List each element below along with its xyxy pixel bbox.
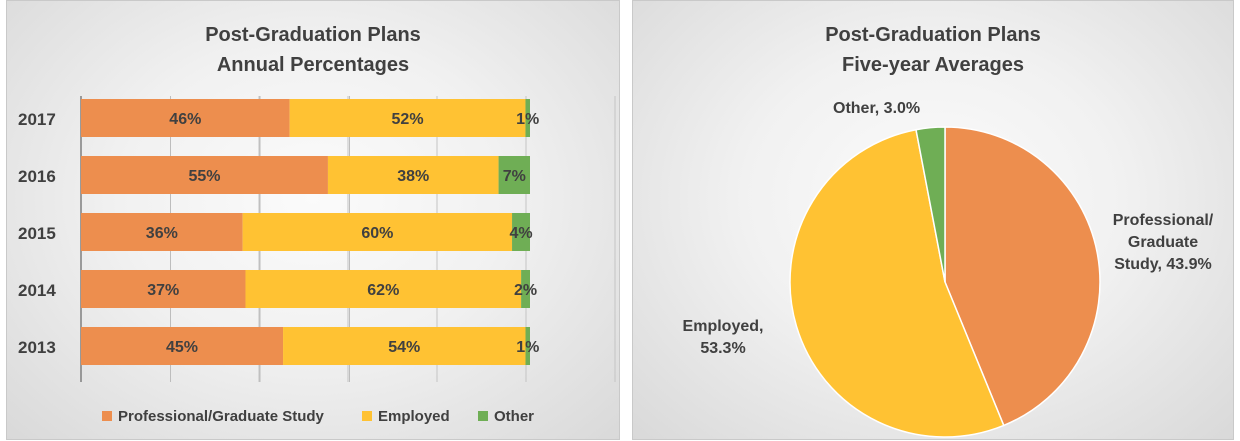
data-label: 55% xyxy=(188,168,220,185)
data-label: 62% xyxy=(367,282,399,299)
pie-label-line: Other, 3.0% xyxy=(833,100,920,117)
bar-segment-other xyxy=(525,327,530,365)
pie-label-line: Professional/ xyxy=(1113,212,1214,229)
bar-segment-other xyxy=(525,99,530,137)
category-label: 2017 xyxy=(18,110,56,129)
category-label: 2014 xyxy=(18,281,56,300)
bar-segment-professional xyxy=(81,213,243,251)
data-label: 1% xyxy=(516,339,539,356)
bar-segment-professional xyxy=(81,327,284,365)
data-label: 46% xyxy=(169,111,201,128)
legend-label-professional: Professional/Graduate Study xyxy=(118,408,325,425)
data-label: 37% xyxy=(147,282,179,299)
pie-chart-panel: Post-Graduation Plans Five-year Averages… xyxy=(632,0,1234,440)
pie-label-employed: Employed, 53.3% xyxy=(683,318,764,357)
pie-label-line: Employed, xyxy=(683,318,764,335)
bar-chart-title-line1: Post-Graduation Plans xyxy=(205,24,421,46)
data-label: 45% xyxy=(166,339,198,356)
legend-swatch-employed xyxy=(362,411,372,421)
bar-segment-employed xyxy=(242,213,513,251)
bar-segment-other xyxy=(512,213,530,251)
legend-label-employed: Employed xyxy=(378,408,450,425)
category-label: 2015 xyxy=(18,224,56,243)
category-label: 2013 xyxy=(18,338,56,357)
pie-slice-other xyxy=(915,126,946,283)
legend-label-other: Other xyxy=(494,408,534,425)
bar-segment-employed xyxy=(245,270,522,308)
bar-segment-employed xyxy=(289,99,526,137)
data-label: 1% xyxy=(516,111,539,128)
pie-chart-plot: Professional/Graduate Study, 43.9% Employe… xyxy=(683,100,1214,438)
pie-chart-title-line2: Five-year Averages xyxy=(842,54,1024,76)
legend-swatch-other xyxy=(478,411,488,421)
pie-slice-employed xyxy=(789,128,1005,438)
pie-label-line: Graduate xyxy=(1128,234,1198,251)
category-label: 2016 xyxy=(18,167,56,186)
data-label: 2% xyxy=(514,282,537,299)
data-label: 36% xyxy=(146,225,178,242)
pie-label-line: 53.3% xyxy=(700,340,745,357)
data-label: 54% xyxy=(388,339,420,356)
bar-chart-panel: Post-Graduation Plans Annual Percentages… xyxy=(6,0,620,440)
bar-chart-plot: 2017 46% 52% 1% 2016 55% 38% 7% 2015 36% 60% 4% 2014… xyxy=(18,96,616,425)
legend-swatch-professional xyxy=(102,411,112,421)
bar-chart-title-line2: Annual Percentages xyxy=(216,54,410,76)
pie-label-other: Other, 3.0% xyxy=(833,100,920,117)
data-label: 7% xyxy=(503,168,526,185)
pie-label-line: Study, 43.9% xyxy=(1114,256,1212,273)
pie-chart-title-line1: Post-Graduation Plans xyxy=(825,24,1041,46)
bar-segment-other xyxy=(498,156,530,194)
data-label: 38% xyxy=(397,168,429,185)
data-label: 4% xyxy=(509,225,532,242)
pie-slice-professional xyxy=(944,126,1101,427)
bar-segment-professional xyxy=(81,270,246,308)
bar-segment-employed xyxy=(327,156,499,194)
bar-segment-other xyxy=(521,270,530,308)
pie-label-professional: Professional/Graduate Study, 43.9% xyxy=(1113,212,1214,273)
data-label: 52% xyxy=(392,111,424,128)
bar-segment-employed xyxy=(283,327,526,365)
bar-segment-professional xyxy=(81,99,290,137)
bar-segment-professional xyxy=(81,156,328,194)
legend: Professional/Graduate Study Employed Other xyxy=(102,408,534,425)
data-label: 60% xyxy=(361,225,393,242)
